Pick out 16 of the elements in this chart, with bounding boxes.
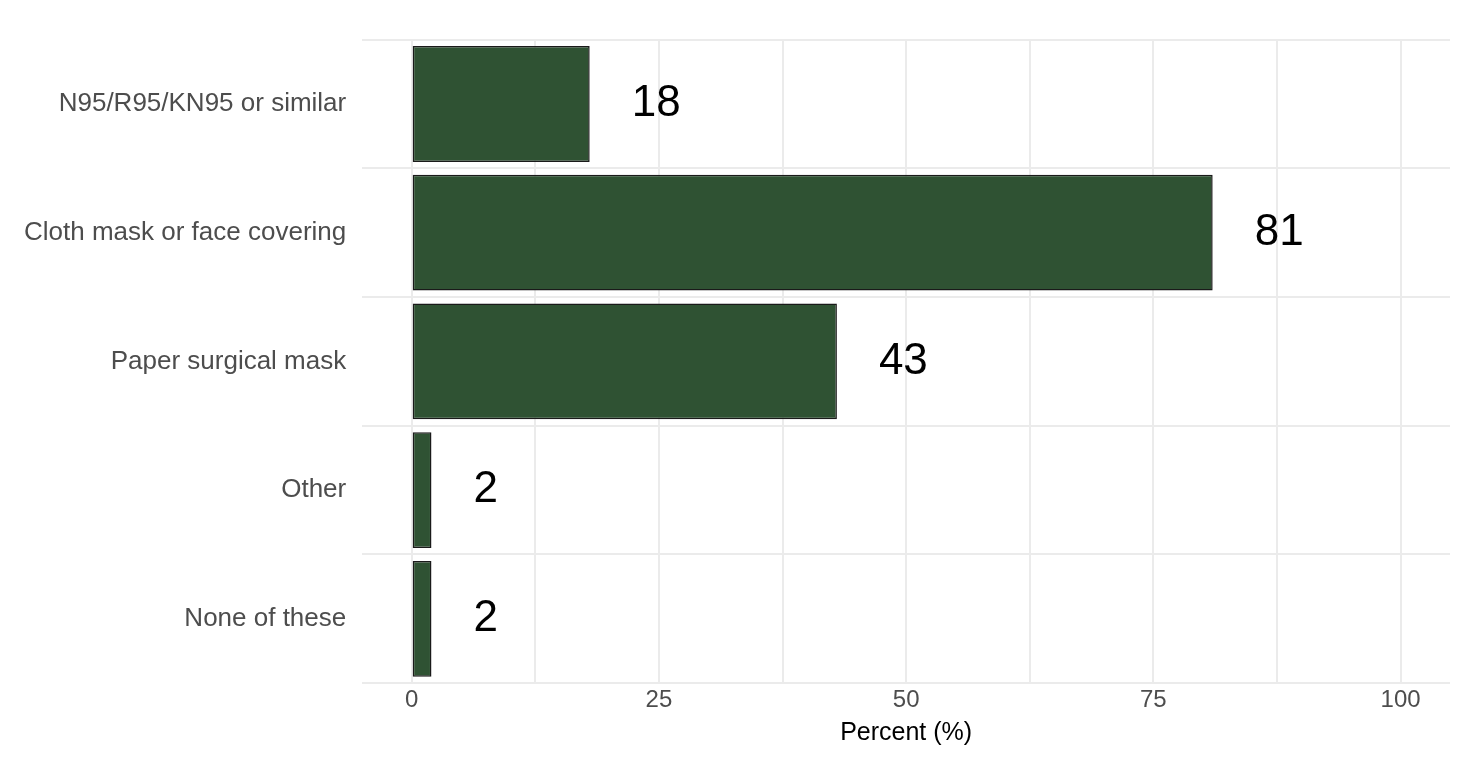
y-tick-label: Paper surgical mask [110, 344, 348, 375]
data-label: 2 [473, 590, 498, 640]
data-label: 18 [631, 76, 681, 126]
x-axis-title: Percent (%) [840, 716, 973, 745]
y-tick-label: N95/R95/KN95 or similar [58, 87, 347, 118]
y-tick-label: Cloth mask or face covering [24, 215, 347, 246]
x-tick-label: 0 [405, 685, 419, 713]
data-label: 81 [1254, 204, 1304, 254]
x-tick-label: 100 [1380, 685, 1421, 713]
data-label: 2 [473, 462, 498, 512]
y-tick-label: Other [281, 473, 347, 504]
y-tick-label: None of these [184, 602, 347, 633]
x-tick-label: 25 [645, 685, 673, 713]
x-tick-label: 75 [1139, 685, 1167, 713]
x-tick-label: 50 [892, 685, 920, 713]
data-label: 43 [878, 333, 928, 383]
